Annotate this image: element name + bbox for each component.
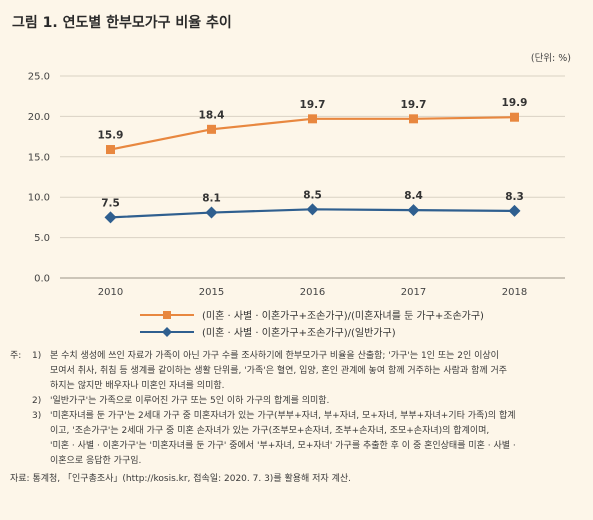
note-line: 본 수치 생성에 쓰인 자료가 가족이 아닌 가구 수를 조사하기에 한부모가구… (50, 351, 499, 361)
footnotes: 주: 1) 본 수치 생성에 쓰인 자료가 가족이 아닌 가구 수를 조사하기에… (10, 349, 578, 487)
y-tick-label: 5.0 (34, 233, 50, 244)
data-label: 19.7 (300, 99, 326, 111)
chart-title: 그림 1. 연도별 한부모가구 비율 추이 (12, 15, 232, 31)
legend-label-orange: (미혼 · 사별 · 이혼가구+조손가구)/(미혼자녀를 둔 가구+조손가구) (202, 311, 484, 322)
note-line: 이고, '조손가구'는 2세대 가구 중 미혼 손자녀가 있는 가구(조부모+손… (50, 426, 490, 436)
note-3: 3) '미혼자녀를 둔 가구'는 2세대 가구 중 미혼자녀가 있는 가구(부부… (10, 409, 578, 469)
note-number: 2) (32, 396, 42, 406)
y-tick-label: 10.0 (28, 193, 50, 204)
data-point-diamond (306, 203, 319, 216)
data-point-square (510, 112, 519, 122)
x-tick-label: 2017 (401, 287, 426, 298)
data-label: 8.1 (202, 193, 221, 205)
notes-prefix: 주: (10, 351, 22, 361)
data-point-square (308, 114, 317, 124)
unit-label: (단위: %) (530, 53, 571, 64)
note-line: '일반가구'는 가족으로 이루어진 가구 또는 5인 이하 가구의 합계를 의미… (50, 396, 330, 406)
data-point-diamond (407, 204, 420, 217)
note-line: 모여서 취사, 취침 등 생계를 같이하는 생활 단위를, '가족'은 혈연, … (50, 366, 508, 376)
y-tick-label: 0.0 (34, 274, 50, 285)
data-label: 8.5 (303, 189, 322, 201)
data-label: 15.9 (98, 130, 124, 142)
source-note: 자료: 통계청, 「인구총조사」(http://kosis.kr, 접속일: 2… (10, 474, 351, 484)
y-tick-label: 15.0 (28, 152, 50, 163)
legend: (미혼 · 사별 · 이혼가구+조손가구)/(미혼자녀를 둔 가구+조손가구) … (138, 306, 484, 340)
legend-label-blue: (미혼 · 사별 · 이혼가구+조손가구)/(일반가구) (202, 328, 396, 339)
data-point-diamond (508, 204, 521, 217)
y-tick-label: 20.0 (28, 112, 50, 123)
y-tick-label: 25.0 (28, 72, 50, 83)
data-label: 19.9 (502, 97, 528, 109)
x-tick-label: 2010 (98, 287, 123, 298)
note-number: 3) (32, 411, 42, 421)
note-line: '미혼자녀를 둔 가구'는 2세대 가구 중 미혼자녀가 있는 가구(부부+자녀… (50, 411, 516, 421)
x-tick-label: 2015 (199, 287, 224, 298)
data-label: 19.7 (401, 99, 427, 111)
note-line: 이혼으로 응답한 가구임. (50, 456, 142, 466)
note-1: 주: 1) 본 수치 생성에 쓰인 자료가 가족이 아닌 가구 수를 조사하기에… (10, 349, 578, 394)
legend-diamond-marker-icon (138, 326, 196, 338)
data-label: 8.4 (404, 190, 423, 202)
line-chart: 0.0 5.0 10.0 15.0 20.0 25.0 2010 2015 2016 2017 20… (28, 72, 565, 298)
note-line: '미혼 · 사별 · 이혼가구'는 '미혼자녀를 둔 가구' 중에서 '부+자녀… (50, 441, 516, 451)
x-tick-label: 2016 (300, 287, 325, 298)
note-number: 1) (32, 351, 42, 361)
data-point-square (409, 114, 418, 124)
data-point-square (106, 145, 115, 155)
data-point-diamond (205, 206, 218, 219)
data-point-diamond (104, 211, 117, 224)
note-2: 2) '일반가구'는 가족으로 이루어진 가구 또는 5인 이하 가구의 합계를… (10, 394, 578, 409)
data-label: 7.5 (101, 197, 120, 209)
data-label: 18.4 (199, 109, 225, 121)
legend-item-orange: (미혼 · 사별 · 이혼가구+조손가구)/(미혼자녀를 둔 가구+조손가구) (138, 306, 484, 323)
data-label: 8.3 (505, 191, 524, 203)
legend-item-blue: (미혼 · 사별 · 이혼가구+조손가구)/(일반가구) (138, 323, 484, 340)
data-point-square (207, 124, 216, 134)
note-line: 하지는 않지만 배우자나 미혼인 자녀를 의미함. (50, 381, 225, 391)
x-tick-label: 2018 (502, 287, 527, 298)
legend-square-marker-icon (138, 309, 196, 321)
